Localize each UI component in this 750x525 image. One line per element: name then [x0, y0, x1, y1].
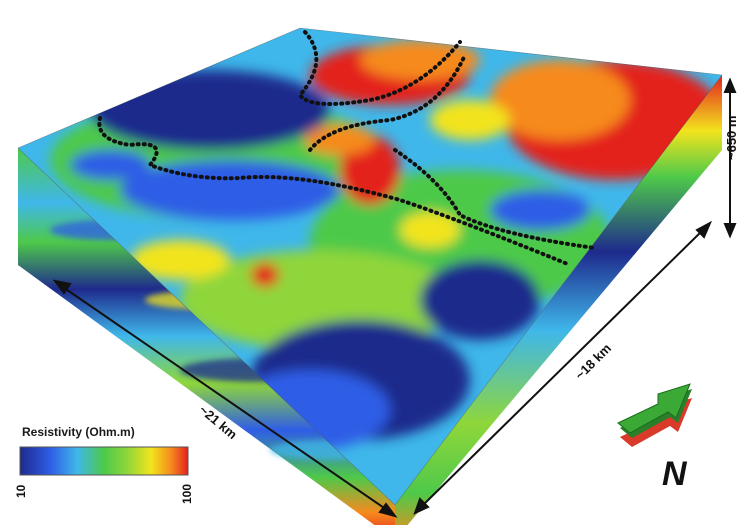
- resistivity-map: [50, 40, 722, 450]
- north-arrow-icon: [617, 383, 692, 447]
- front-face: [18, 148, 395, 525]
- boundary-line-4: [393, 148, 597, 250]
- depth-arrow: [419, 227, 706, 509]
- legend-min-label: 10: [14, 484, 28, 498]
- boundary-line-2: [97, 116, 572, 267]
- north-label: N: [662, 455, 687, 493]
- dimension-arrows: [52, 77, 737, 518]
- legend-colorbar: [19, 446, 189, 476]
- boundary-line-1: [297, 30, 462, 106]
- side-face: [395, 75, 722, 525]
- interpretation-lines: [97, 30, 597, 267]
- legend-max-label: 100: [180, 483, 194, 504]
- boundary-line-3: [308, 53, 467, 152]
- legend-title: Resistivity (Ohm.m): [22, 425, 135, 439]
- block-edges: [17, 27, 723, 506]
- height-label: ~650 m: [724, 115, 739, 160]
- width-arrow: [59, 284, 391, 513]
